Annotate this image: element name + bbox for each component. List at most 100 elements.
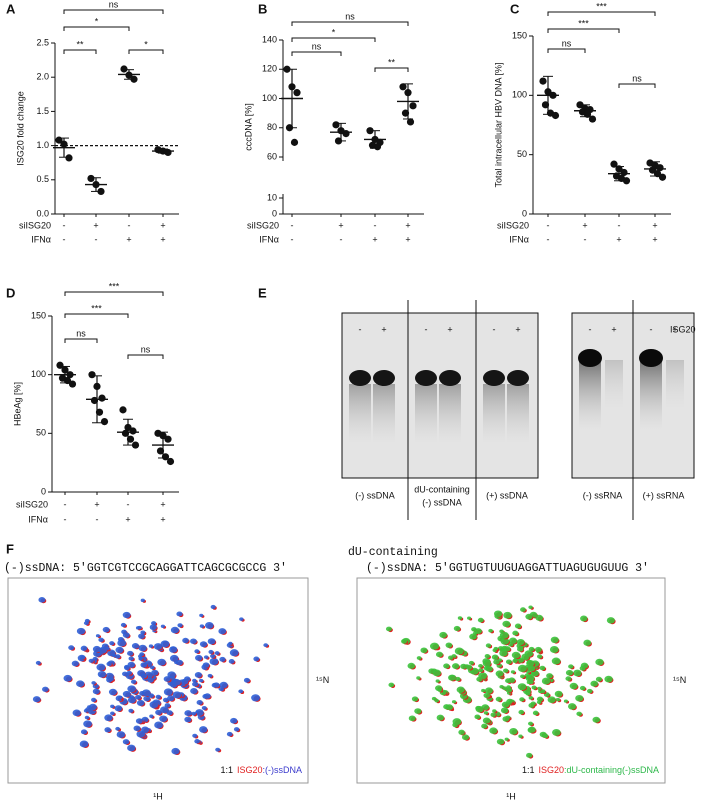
panel-label: F xyxy=(6,541,14,556)
data-point xyxy=(95,408,104,416)
peak xyxy=(493,659,500,665)
condition-sign: + xyxy=(160,499,165,509)
condition-sign: - xyxy=(547,220,550,230)
peak xyxy=(531,685,537,690)
panel-label: D xyxy=(6,285,15,300)
condition-sign: + xyxy=(93,220,98,230)
peak xyxy=(191,711,197,716)
peak xyxy=(84,715,90,720)
peak xyxy=(490,712,496,717)
significance-label: *** xyxy=(109,281,120,291)
peak xyxy=(115,646,124,654)
peak xyxy=(128,708,134,713)
peak xyxy=(219,656,226,662)
peak xyxy=(72,709,81,717)
peak xyxy=(104,714,113,722)
peak xyxy=(481,688,486,693)
y-tick-label: 0 xyxy=(522,208,527,218)
y-tick-label: 0.5 xyxy=(36,174,49,184)
peak xyxy=(80,655,86,660)
axis-label: ¹H xyxy=(153,791,163,801)
peak xyxy=(143,695,151,702)
peak xyxy=(122,690,131,698)
axis-label: ¹H xyxy=(506,791,516,801)
legend-part: ISG20 xyxy=(538,765,564,775)
significance-label: *** xyxy=(578,18,589,28)
peak xyxy=(80,645,88,651)
y-tick-label: 1.0 xyxy=(36,140,49,150)
peak xyxy=(140,598,145,603)
peak xyxy=(528,703,535,708)
peak xyxy=(182,637,189,644)
legend: 1:1 ISG20:(-)ssDNA xyxy=(220,765,302,775)
peak xyxy=(98,646,108,654)
peak xyxy=(109,677,114,682)
peak xyxy=(416,676,421,680)
peak xyxy=(160,706,169,714)
lane-sign: - xyxy=(589,324,592,334)
sample-label: (-) ssDNA xyxy=(355,490,395,500)
peak xyxy=(199,726,208,733)
peak xyxy=(495,670,504,677)
peak xyxy=(95,634,100,638)
data-point xyxy=(129,427,137,435)
y-tick-label: 140 xyxy=(262,34,277,44)
peak xyxy=(495,696,502,702)
peak xyxy=(528,726,536,733)
peak xyxy=(595,676,603,682)
peak xyxy=(517,683,527,691)
y-axis-label: cccDNA [%] xyxy=(243,103,253,151)
peak xyxy=(554,690,563,698)
lane-sign: - xyxy=(359,324,362,334)
peak xyxy=(500,707,509,714)
row-label: IFNα xyxy=(259,234,279,244)
peak xyxy=(164,703,171,708)
peak xyxy=(453,625,461,632)
data-point xyxy=(539,77,547,85)
significance-bracket xyxy=(128,49,164,54)
peak xyxy=(565,676,572,681)
data-point xyxy=(156,447,165,455)
significance-bracket xyxy=(547,48,586,53)
peak xyxy=(135,694,142,700)
peak xyxy=(110,711,115,716)
band xyxy=(639,349,663,367)
peak xyxy=(451,700,457,704)
data-point xyxy=(342,130,350,138)
peak xyxy=(451,663,460,670)
peak xyxy=(595,658,604,666)
peak xyxy=(83,720,92,728)
row-label: IFNα xyxy=(509,234,529,244)
data-point xyxy=(126,435,135,443)
lane-sign: - xyxy=(493,324,496,334)
peak xyxy=(228,659,235,664)
peak xyxy=(147,677,154,683)
peak xyxy=(536,696,544,702)
sequence-title: dU-containing xyxy=(348,546,438,559)
significance-bracket xyxy=(374,67,409,72)
peak xyxy=(120,622,127,628)
legend-part: :(-)ssDNA xyxy=(263,765,303,775)
peak xyxy=(209,657,219,665)
significance-label: ns xyxy=(109,0,119,9)
peak xyxy=(569,682,578,690)
peak xyxy=(115,726,121,731)
band xyxy=(373,370,395,386)
peak xyxy=(499,631,509,639)
peak xyxy=(484,687,493,694)
smear xyxy=(373,384,395,444)
panel-label: B xyxy=(258,1,267,16)
peak xyxy=(508,677,516,683)
data-point xyxy=(131,441,140,449)
peak xyxy=(199,641,208,648)
condition-sign: - xyxy=(64,499,67,509)
peak xyxy=(195,709,204,717)
peak xyxy=(32,696,41,703)
peak xyxy=(127,744,136,752)
dot-plot: A ISG20 fold change 0.0 0.5 1.0 1.5 2.0 2.5 siIS… xyxy=(6,0,179,244)
peak xyxy=(503,611,512,619)
peak xyxy=(511,651,521,659)
peak xyxy=(510,670,516,674)
row-label: siISG20 xyxy=(16,499,48,509)
